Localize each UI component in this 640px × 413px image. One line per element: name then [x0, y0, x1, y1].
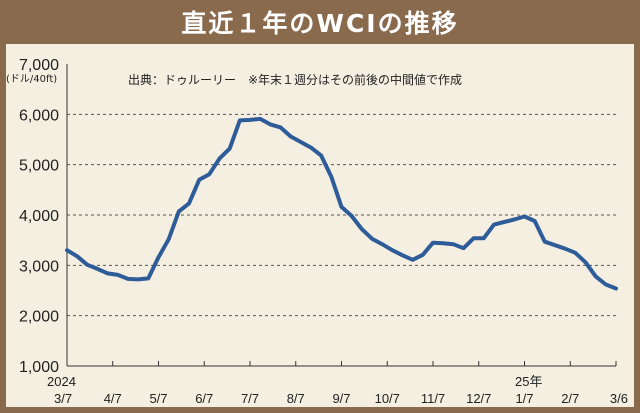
y-tick-label: 3,000	[19, 258, 59, 275]
y-tick-label: 2,000	[19, 309, 59, 326]
x-tick-label: 1/7	[515, 391, 533, 406]
x-tick-label: 2/7	[561, 391, 579, 406]
y-tick-labels: 7,000 6,000 5,000 4,000 3,000 2,000 1,000	[19, 57, 59, 376]
gridlines	[67, 113, 616, 317]
axes	[66, 64, 617, 367]
x-tick-label: 12/7	[466, 391, 491, 406]
wci-series-line	[65, 116, 618, 291]
y-tick-label: 5,000	[19, 158, 59, 175]
x-tick-label: 9/7	[332, 391, 350, 406]
y-tick-label: 4,000	[19, 208, 59, 225]
x-tick-label: 11/7	[421, 391, 445, 406]
year-label-2024: 2024	[47, 374, 76, 389]
source-note: 出典：ドゥルーリー ※年末１週分はその前後の中間値で作成	[128, 72, 462, 87]
x-tick-label: 5/7	[149, 391, 167, 406]
x-tick-labels: 3/7 4/7 5/7 6/7 7/7 8/7 9/7 10/7 11/7 12/7 1/7 2/7 3…	[54, 391, 628, 406]
y-tick-label: 1,000	[19, 359, 59, 376]
chart-panel	[6, 44, 634, 407]
x-tick-label: 4/7	[104, 391, 122, 406]
x-tick-label: 7/7	[241, 391, 259, 406]
x-tick-label: 3/7	[54, 391, 72, 406]
y-tick-label: 7,000	[19, 57, 59, 74]
x-tick-label: 8/7	[287, 391, 305, 406]
x-tick-label: 10/7	[375, 391, 400, 406]
chart-title: 直近１年のWCIの推移	[181, 9, 459, 38]
y-tick-label: 6,000	[19, 107, 59, 124]
year-label-25: 25年	[515, 374, 542, 389]
x-tick-label: 3/6	[610, 391, 628, 406]
series-group	[65, 116, 618, 291]
unit-label: (ドル/40ft)	[6, 74, 57, 85]
x-tick-label: 6/7	[195, 391, 213, 406]
